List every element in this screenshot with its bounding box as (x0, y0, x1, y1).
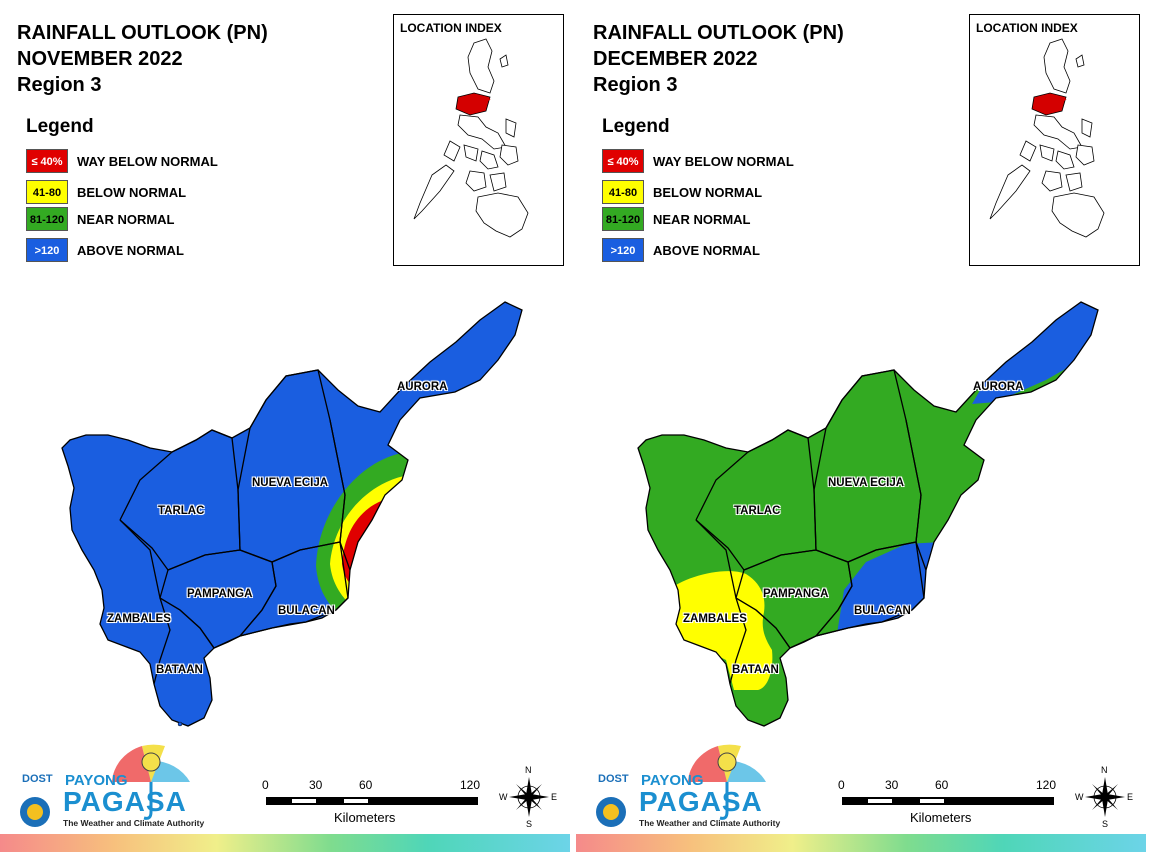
province-label-bulacan: BULACAN (854, 605, 911, 617)
compass-w: W (1075, 792, 1084, 802)
province-label-bataan: BATAAN (732, 664, 779, 676)
region-3-rainfall-map (61, 301, 523, 727)
compass-s: S (1102, 819, 1109, 829)
umbrella-icon (20, 744, 190, 827)
title-line-3: Region 3 (593, 74, 678, 96)
legend-label: NEAR NORMAL (77, 212, 175, 227)
legend-label: BELOW NORMAL (653, 185, 763, 200)
legend-label: ABOVE NORMAL (653, 243, 760, 258)
legend-label: ABOVE NORMAL (77, 243, 184, 258)
title-line-2: NOVEMBER 2022 (17, 48, 183, 70)
scale-bar-graphic (842, 797, 1054, 805)
scale-tick-label: 60 (359, 778, 373, 792)
umbrella-icon (596, 744, 766, 827)
scale-tick-label: 0 (838, 778, 845, 792)
scale-tick-label: 0 (262, 778, 269, 792)
title-line-1: RAINFALL OUTLOOK (PN) (17, 22, 268, 44)
footer-gradient-bar (0, 834, 570, 852)
location-index-title: LOCATION INDEX (976, 21, 1078, 35)
legend-label: WAY BELOW NORMAL (653, 154, 794, 169)
footer-gradient-bar (576, 834, 1146, 852)
payong-text: PAYONG (641, 772, 704, 789)
compass-n: N (1101, 765, 1108, 775)
legend-swatch: 41-80 (602, 180, 644, 204)
pagasa-logo: DOST PAYONG PAGASA The Weather and Clima… (593, 740, 780, 832)
province-label-zambales: ZAMBALES (107, 613, 171, 625)
scale-tick-label: 60 (935, 778, 949, 792)
compass-e: E (551, 792, 558, 802)
scale-tick-label: 30 (309, 778, 323, 792)
legend-swatch: 81-120 (602, 207, 644, 231)
province-label-nueva-ecija: NUEVA ECIJA (828, 477, 905, 489)
scale-units: Kilometers (334, 810, 396, 825)
pagasa-text: PAGASA (63, 786, 187, 817)
compass-n: N (525, 765, 532, 775)
philippines-map-icon (989, 38, 1105, 238)
outlook-panel-december: RAINFALL OUTLOOK (PN) DECEMBER 2022 Regi… (576, 0, 1152, 864)
scale-tick-label: 30 (885, 778, 899, 792)
compass-rose: N S W E (499, 765, 558, 829)
dost-text: DOST (598, 773, 629, 785)
pagasa-text: PAGASA (639, 786, 763, 817)
panel-title: RAINFALL OUTLOOK (PN) DECEMBER 2022 Regi… (593, 20, 844, 98)
legend-label: NEAR NORMAL (653, 212, 751, 227)
compass-icon (509, 777, 549, 817)
payong-text: PAYONG (65, 772, 128, 789)
scale-tick-label: 120 (1036, 778, 1057, 792)
legend-label: BELOW NORMAL (77, 185, 187, 200)
province-label-tarlac: TARLAC (734, 505, 781, 517)
province-label-aurora: AURORA (397, 381, 448, 393)
province-label-tarlac: TARLAC (158, 505, 205, 517)
legend-swatch: >120 (26, 238, 68, 262)
location-index-inset: LOCATION INDEX (393, 14, 564, 266)
title-line-3: Region 3 (17, 74, 102, 96)
pagasa-logo: DOST PAYONG PAGASA The Weather and Clima… (17, 740, 204, 832)
province-label-nueva-ecija: NUEVA ECIJA (252, 477, 329, 489)
legend-title: Legend (602, 116, 670, 137)
compass-e: E (1127, 792, 1134, 802)
compass-w: W (499, 792, 508, 802)
philippines-map-icon (413, 38, 529, 238)
location-index-inset: LOCATION INDEX (969, 14, 1140, 266)
province-label-zambales: ZAMBALES (683, 613, 747, 625)
scale-bar: 0 30 60 120 Kilometers (262, 778, 492, 828)
logo-tagline: The Weather and Climate Authority (63, 818, 205, 828)
title-line-2: DECEMBER 2022 (593, 48, 758, 70)
legend-swatch: ≤ 40% (26, 149, 68, 173)
location-index-title: LOCATION INDEX (400, 21, 502, 35)
legend-swatch: 81-120 (26, 207, 68, 231)
scale-bar-graphic (266, 797, 478, 805)
province-label-bataan: BATAAN (156, 664, 203, 676)
compass-s: S (526, 819, 533, 829)
province-label-aurora: AURORA (973, 381, 1024, 393)
legend-label: WAY BELOW NORMAL (77, 154, 218, 169)
compass-icon (1085, 777, 1125, 817)
province-label-bulacan: BULACAN (278, 605, 335, 617)
province-label-pampanga: PAMPANGA (187, 588, 253, 600)
scale-tick-label: 120 (460, 778, 481, 792)
province-label-pampanga: PAMPANGA (763, 588, 829, 600)
region-3-rainfall-map (637, 301, 1099, 727)
scale-units: Kilometers (910, 810, 972, 825)
title-line-1: RAINFALL OUTLOOK (PN) (593, 22, 844, 44)
compass-rose: N S W E (1075, 765, 1134, 829)
outlook-panel-november: RAINFALL OUTLOOK (PN) NOVEMBER 2022 Regi… (0, 14, 570, 852)
legend-swatch: >120 (602, 238, 644, 262)
logo-tagline: The Weather and Climate Authority (639, 818, 781, 828)
dost-text: DOST (22, 773, 53, 785)
scale-bar: 0 30 60 120 Kilometers (838, 778, 1068, 828)
panel-title: RAINFALL OUTLOOK (PN) NOVEMBER 2022 Regi… (17, 20, 268, 98)
legend-swatch: ≤ 40% (602, 149, 644, 173)
legend-swatch: 41-80 (26, 180, 68, 204)
legend-title: Legend (26, 116, 94, 137)
